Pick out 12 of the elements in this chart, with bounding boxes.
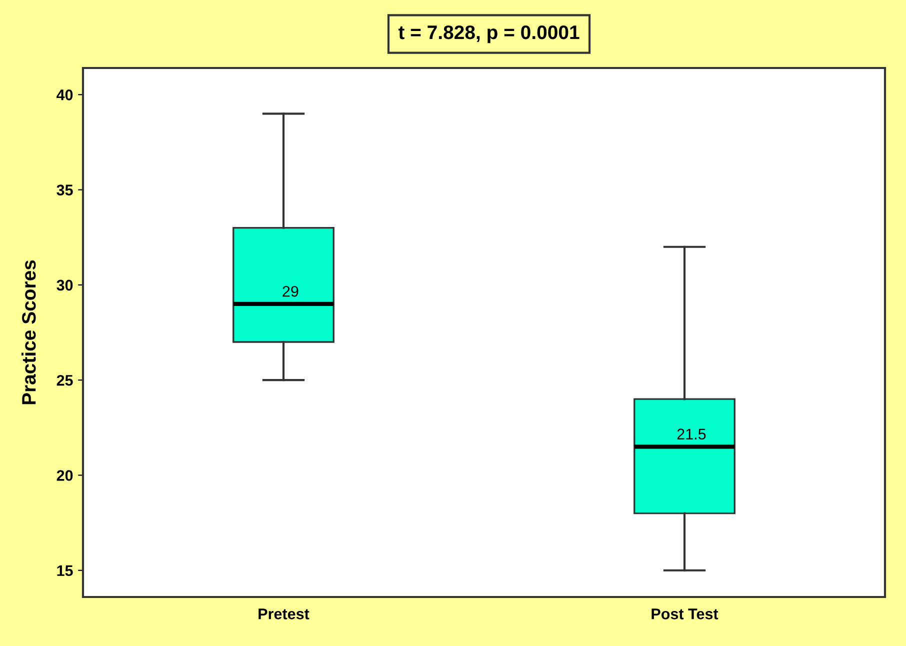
- annotation: 29: [282, 286, 298, 297]
- y-tick-label: 15: [57, 565, 73, 576]
- x-tick-label: Pretest: [258, 608, 310, 620]
- y-tick-label: 25: [56, 374, 73, 386]
- x-tick-label: Post Test: [652, 608, 718, 620]
- y-axis-title: Practice Scores: [21, 260, 36, 404]
- chart-title: t = 7.828, p = 0.0001: [398, 25, 580, 44]
- annotation: 21.5: [677, 428, 706, 440]
- y-tick-label: 30: [56, 280, 73, 291]
- y-tick-label: 20: [56, 470, 73, 481]
- y-tick-label: 40: [56, 90, 73, 100]
- y-tick-label: 35: [56, 184, 73, 196]
